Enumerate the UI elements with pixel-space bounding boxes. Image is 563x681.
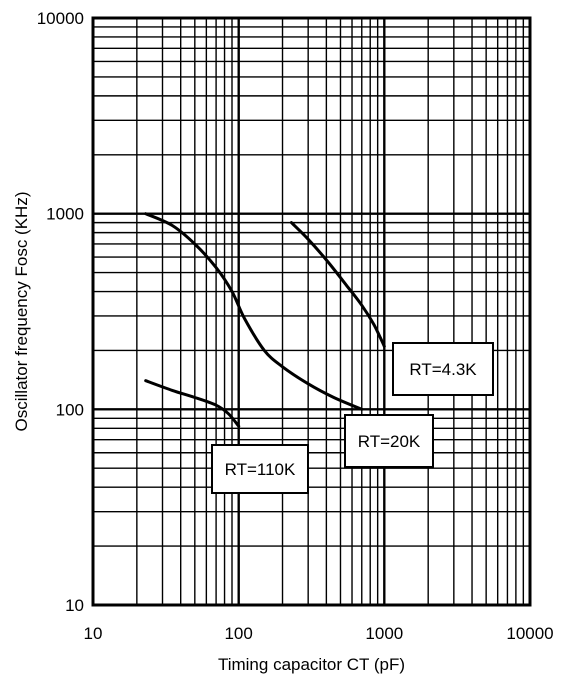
annotation-label: RT=20K	[358, 432, 421, 451]
y-axis-label: Oscillator frequency Fosc (KHz)	[12, 192, 31, 432]
annotation-box	[344, 414, 434, 468]
x-tick-label: 10	[84, 624, 103, 643]
annotation-label: RT=110K	[225, 460, 296, 479]
minor-gridlines	[93, 18, 530, 605]
series-layer	[144, 212, 386, 428]
y-tick-labels: 10 100 1000 10000	[37, 9, 84, 615]
x-axis-label: Timing capacitor CT (pF)	[218, 655, 405, 674]
annotation-box	[392, 342, 494, 396]
y-tick-label: 100	[56, 400, 84, 419]
x-tick-labels: 10 100 1000 10000	[84, 624, 554, 643]
annotation-rt-110k: RT=110K	[211, 444, 309, 494]
x-tick-label: 1000	[365, 624, 403, 643]
plot-frame	[91, 16, 532, 607]
series-line-rt-4-3k	[289, 221, 386, 348]
x-tick-label: 10000	[506, 624, 553, 643]
annotation-layer: RT=110K RT=20K RT=4.3K	[211, 342, 494, 494]
annotation-rt-20k: RT=20K	[344, 414, 434, 468]
y-tick-label: 10000	[37, 9, 84, 28]
y-tick-label: 1000	[46, 205, 84, 224]
series-line-rt-20k	[144, 212, 364, 411]
y-tick-label: 10	[65, 596, 84, 615]
annotation-label: RT=4.3K	[409, 360, 477, 379]
series-line-rt-110k	[144, 379, 241, 428]
major-gridlines	[91, 16, 532, 607]
annotation-box	[211, 444, 309, 494]
x-tick-label: 100	[224, 624, 252, 643]
annotation-rt-4-3k: RT=4.3K	[392, 342, 494, 396]
